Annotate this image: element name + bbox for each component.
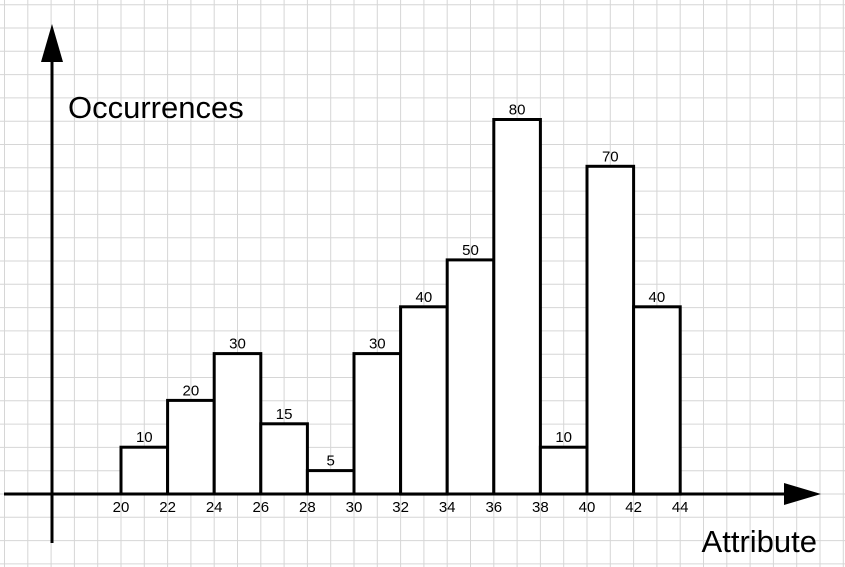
bar-value-label: 40	[416, 289, 433, 306]
y-axis-title: Occurrences	[68, 90, 244, 125]
x-tick-label: 40	[579, 499, 596, 516]
x-axis-arrow-icon	[784, 483, 821, 505]
x-tick-label: 42	[625, 499, 642, 516]
x-tick-label: 20	[113, 499, 130, 516]
histogram-bar	[445, 258, 496, 496]
histogram-bar	[585, 164, 636, 496]
x-tick-label: 24	[206, 499, 223, 516]
bar-value-label: 20	[183, 382, 200, 399]
bars	[119, 118, 682, 496]
histogram-bar	[119, 445, 170, 496]
x-tick-label: 30	[346, 499, 363, 516]
x-tick-label: 28	[299, 499, 316, 516]
bar-value-label: 70	[602, 148, 619, 165]
bar-value-label: 80	[509, 102, 526, 119]
histogram-bar	[538, 445, 589, 496]
histogram-bar	[212, 352, 263, 496]
bar-value-label: 50	[462, 242, 479, 259]
x-axis-title: Attribute	[702, 524, 817, 559]
x-tick-label: 38	[532, 499, 549, 516]
axes	[4, 24, 821, 543]
histogram-bar	[166, 398, 216, 496]
x-tick-label: 34	[439, 499, 456, 516]
bar-value-label: 10	[555, 429, 572, 446]
histogram-bar	[632, 305, 682, 496]
histogram-bar	[305, 469, 356, 496]
histogram-bar	[259, 422, 309, 496]
y-axis-arrow-icon	[41, 24, 63, 62]
bar-value-label: 40	[649, 289, 666, 306]
bar-value-label: 30	[229, 336, 246, 353]
bar-value-label: 15	[276, 406, 293, 423]
x-tick-label: 36	[485, 499, 502, 516]
bar-value-label: 10	[136, 429, 153, 446]
x-tick-labels: 20 22 24 26 28 30 32 34 36 38 40 42 44	[113, 499, 689, 516]
x-tick-label: 26	[252, 499, 269, 516]
histogram-bar	[352, 352, 403, 496]
histogram-bar	[492, 118, 542, 496]
bar-value-label: 30	[369, 336, 386, 353]
bar-value-label: 5	[327, 453, 335, 470]
x-tick-label: 22	[159, 499, 176, 516]
x-tick-label: 32	[392, 499, 409, 516]
x-tick-label: 44	[672, 499, 689, 516]
data-labels: 10 20 30 15 5 30 40 50 80 10 70 40	[136, 102, 665, 470]
histogram-bar	[399, 305, 449, 496]
